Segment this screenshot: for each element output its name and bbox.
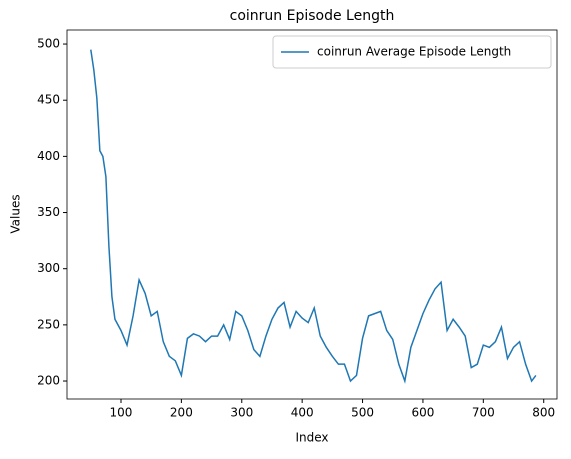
- x-tick-label: 800: [532, 406, 555, 420]
- y-tick-label: 450: [37, 93, 60, 107]
- legend-box: [272, 35, 552, 69]
- y-axis-label: Values: [9, 194, 23, 233]
- line: [90, 49, 537, 384]
- y-tick-label: 350: [37, 205, 60, 219]
- x-tick-label: 200: [170, 406, 193, 420]
- x-tick-label: 700: [472, 406, 495, 420]
- chart-title: coinrun Episode Length: [230, 8, 395, 24]
- y-tick-label: 500: [37, 37, 60, 51]
- x-axis-label: Index: [295, 431, 328, 445]
- plot-frame: [66, 29, 558, 400]
- y-tick-label: 250: [37, 317, 60, 331]
- y-tick-label: 200: [37, 374, 60, 388]
- y-tick-label: 300: [37, 261, 60, 275]
- x-tick-label: 400: [291, 406, 314, 420]
- x-tick-label: 100: [110, 406, 133, 420]
- x-tick-label: 600: [411, 406, 434, 420]
- x-tick-label: 300: [230, 406, 253, 420]
- y-tick-label: 400: [37, 149, 60, 163]
- x-tick-label: 500: [351, 406, 374, 420]
- legend-label: coinrun Average Episode Length: [317, 45, 511, 59]
